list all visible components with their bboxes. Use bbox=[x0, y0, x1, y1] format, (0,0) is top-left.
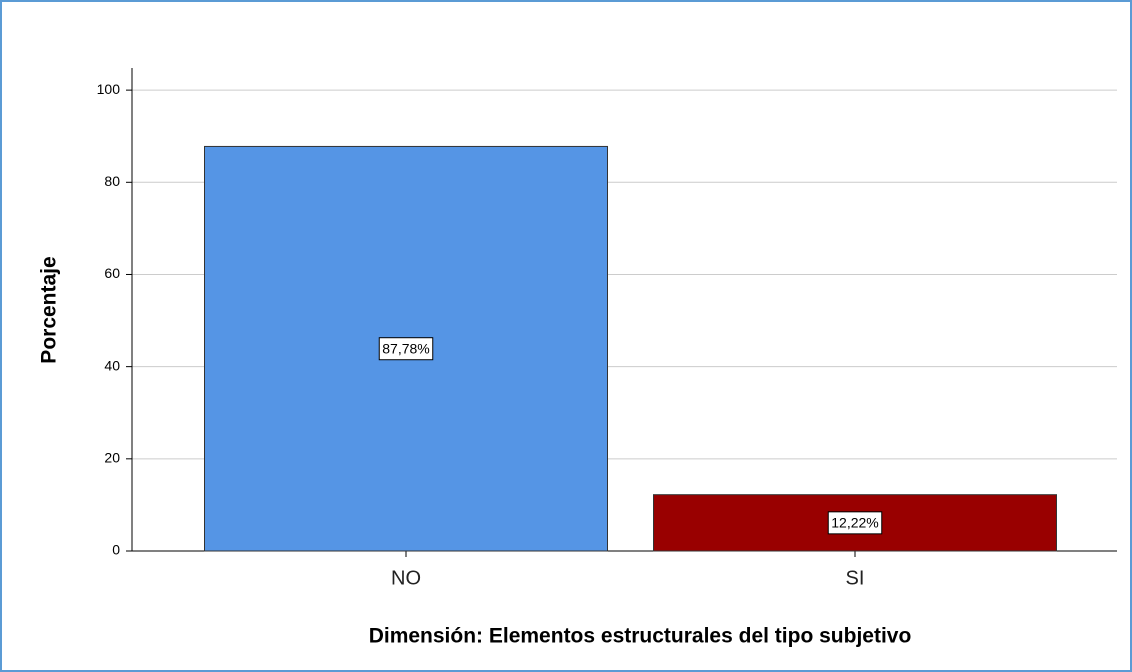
y-tick-label: 100 bbox=[97, 81, 121, 97]
y-tick-label: 0 bbox=[112, 542, 120, 558]
y-tick-label: 60 bbox=[104, 265, 120, 281]
x-tick-label: NO bbox=[391, 567, 421, 589]
value-label: 12,22% bbox=[831, 515, 878, 531]
y-tick-label: 40 bbox=[104, 357, 120, 373]
value-label: 87,78% bbox=[382, 340, 429, 356]
y-tick-label: 80 bbox=[104, 173, 120, 189]
x-tick-label: SI bbox=[846, 567, 865, 589]
x-axis-title: Dimensión: Elementos estructurales del t… bbox=[369, 625, 912, 648]
y-tick-label: 20 bbox=[104, 450, 120, 466]
value-label-box bbox=[827, 511, 883, 535]
value-label-box bbox=[378, 337, 434, 361]
y-axis-title: Porcentaje bbox=[38, 256, 61, 363]
